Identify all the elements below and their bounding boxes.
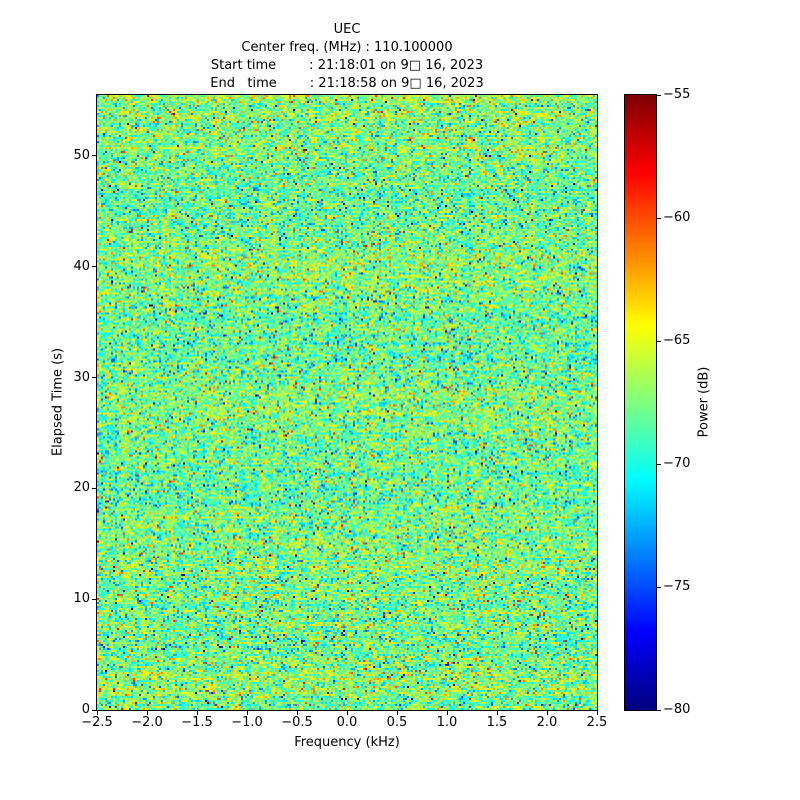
x-axis-label: Frequency (kHz): [294, 735, 400, 750]
x-tick-mark: [396, 711, 398, 715]
x-tick-mark: [246, 711, 248, 715]
x-tick-label: 2.5: [586, 715, 608, 730]
x-tick-label: −1.5: [181, 715, 213, 730]
x-tick-label: 0.5: [386, 715, 408, 730]
start-time-line: Start time : 21:18:01 on 9□ 16, 2023: [210, 58, 484, 73]
y-tick-mark: [92, 709, 96, 711]
colorbar-tick-mark: [657, 709, 661, 711]
spectrogram-heatmap-canvas: [97, 95, 597, 710]
colorbar-tick-label: −60: [663, 210, 691, 225]
center-freq-line: Center freq. (MHz) : 110.100000: [241, 40, 453, 55]
x-tick-mark: [596, 711, 598, 715]
y-tick-mark: [92, 266, 96, 268]
x-tick-label: −1.0: [231, 715, 263, 730]
y-tick-label: 20: [73, 480, 90, 496]
x-tick-mark: [496, 711, 498, 715]
x-tick-mark: [446, 711, 448, 715]
x-tick-mark: [196, 711, 198, 715]
x-tick-mark: [96, 711, 98, 715]
y-tick-mark: [92, 598, 96, 600]
colorbar-tick-label: −75: [663, 579, 691, 594]
y-tick-label: 50: [73, 147, 90, 163]
colorbar-tick-label: −65: [663, 333, 691, 348]
y-tick-mark: [92, 155, 96, 157]
x-tick-label: 0.0: [336, 715, 358, 730]
chart-title: UEC: [333, 22, 361, 37]
x-tick-label: 1.5: [486, 715, 508, 730]
x-tick-label: 1.0: [436, 715, 458, 730]
colorbar-gradient-canvas: [625, 95, 656, 710]
colorbar-tick-mark: [657, 340, 661, 342]
colorbar: [624, 94, 657, 711]
x-tick-label: −2.0: [131, 715, 163, 730]
y-tick-label: 10: [73, 591, 90, 607]
y-tick-mark: [92, 487, 96, 489]
y-tick-mark: [92, 377, 96, 379]
x-tick-mark: [146, 711, 148, 715]
colorbar-label: Power (dB): [696, 366, 712, 438]
colorbar-tick-mark: [657, 586, 661, 588]
x-tick-label: −2.5: [81, 715, 113, 730]
y-tick-label: 0: [81, 702, 90, 717]
colorbar-tick-label: −80: [663, 702, 691, 717]
colorbar-tick-label: −55: [663, 87, 691, 102]
x-tick-label: −0.5: [281, 715, 313, 730]
x-tick-label: 2.0: [536, 715, 558, 730]
y-tick-label: 30: [73, 369, 90, 385]
colorbar-tick-label: −70: [663, 456, 691, 471]
spectrogram-plot-area: [96, 94, 598, 711]
colorbar-tick-mark: [657, 217, 661, 219]
end-time-line: End time : 21:18:58 on 9□ 16, 2023: [210, 76, 484, 91]
colorbar-tick-mark: [657, 463, 661, 465]
y-axis-label: Elapsed Time (s): [50, 347, 66, 457]
colorbar-tick-mark: [657, 94, 661, 96]
x-tick-mark: [296, 711, 298, 715]
y-tick-label: 40: [73, 258, 90, 274]
x-tick-mark: [346, 711, 348, 715]
x-tick-mark: [546, 711, 548, 715]
